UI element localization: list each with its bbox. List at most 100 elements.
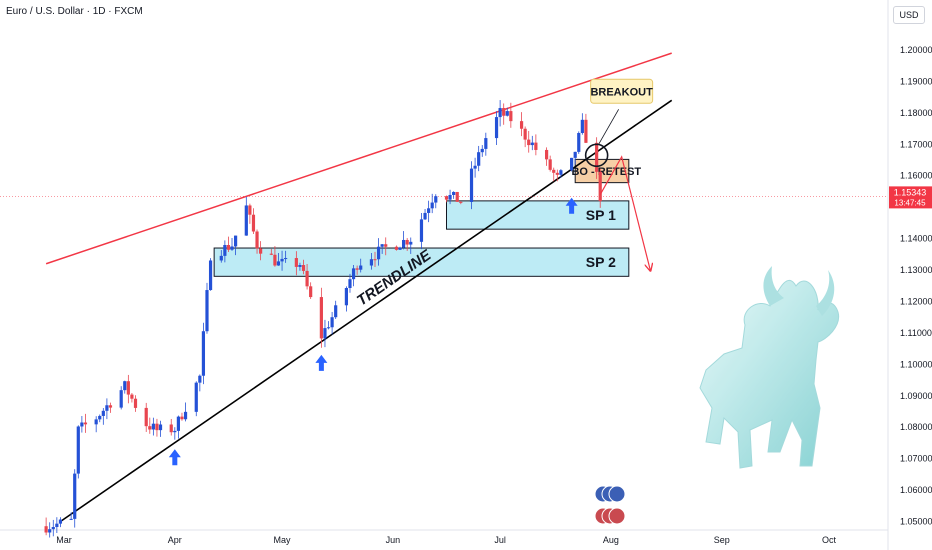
candle-body	[248, 205, 252, 215]
candle-body	[398, 247, 402, 250]
candle-body	[94, 419, 98, 425]
candle-body	[469, 168, 474, 202]
candle-body	[577, 133, 581, 152]
candle-body	[355, 268, 359, 270]
candle-body	[233, 235, 238, 247]
candle-body	[498, 108, 502, 118]
candle-body	[69, 518, 73, 520]
candle-body	[527, 139, 531, 146]
y-tick-label: 1.09000	[900, 391, 932, 401]
x-tick-label: Oct	[822, 535, 837, 545]
candle-body	[280, 258, 284, 262]
channel-resistance-line	[45, 52, 672, 265]
candle-body	[519, 121, 524, 129]
candle-body	[158, 424, 163, 431]
candle-body	[284, 258, 288, 260]
candle-body	[452, 191, 456, 195]
candle-body	[455, 191, 459, 202]
y-tick-label: 1.16000	[900, 171, 932, 181]
breakout-circle	[584, 143, 609, 168]
candle-body	[430, 202, 434, 209]
zone-label: SP 1	[586, 207, 616, 223]
candle-body	[380, 244, 384, 247]
candle-body	[155, 423, 159, 431]
candle-body	[123, 381, 127, 391]
x-tick-label: Jul	[494, 535, 506, 545]
symbol-title: Euro / U.S. Dollar · 1D · FXCM	[6, 6, 143, 17]
last-price-value: 1.15343	[894, 187, 927, 197]
candle-body	[183, 411, 188, 420]
candle-body	[269, 253, 273, 255]
candle-body	[580, 119, 584, 134]
candle-body	[130, 394, 134, 399]
candle-body	[205, 290, 209, 332]
trend-lines: TRENDLINE	[0, 52, 888, 523]
y-tick-label: 1.08000	[900, 422, 932, 432]
candle-body	[477, 152, 481, 166]
candle-body	[351, 268, 356, 280]
candle-body	[502, 108, 506, 116]
candle-body	[423, 212, 427, 220]
candle-body	[55, 523, 59, 528]
candle-body	[584, 119, 588, 143]
candle-body	[373, 259, 377, 261]
y-tick-label: 1.10000	[900, 359, 932, 369]
x-tick-label: Jun	[386, 535, 401, 545]
candle-body	[319, 297, 323, 339]
y-tick-label: 1.13000	[900, 265, 932, 275]
candle-body	[348, 279, 352, 288]
candle-body	[108, 405, 113, 408]
candle-body	[459, 201, 463, 203]
x-tick-label: Aug	[603, 535, 619, 545]
candle-body	[301, 265, 306, 271]
support-zones: BO - RETEST SP 1 SP 2	[213, 158, 641, 277]
candle-body	[259, 248, 263, 254]
up-arrow-icon	[168, 449, 181, 466]
y-tick-label: 1.12000	[900, 296, 932, 306]
candle-body	[80, 422, 84, 427]
candle-body	[133, 398, 138, 408]
candle-body	[326, 327, 331, 329]
candle-body	[323, 328, 327, 339]
candle-body	[384, 244, 388, 247]
currency-button[interactable]: USD	[893, 6, 925, 24]
candle-body	[298, 265, 302, 267]
candle-body	[101, 410, 105, 416]
candle-body	[73, 473, 77, 519]
candle-body	[151, 423, 155, 430]
breakout-label: BREAKOUT	[590, 86, 653, 98]
x-tick-label: Apr	[168, 535, 182, 545]
y-tick-label: 1.19000	[900, 76, 932, 86]
candle-body	[144, 407, 148, 427]
candle-body	[484, 138, 488, 149]
candle-body	[359, 265, 363, 270]
candle-body	[344, 287, 349, 306]
candle-body	[509, 111, 513, 122]
candle-body	[105, 405, 109, 411]
candle-body	[176, 416, 180, 431]
candle-body	[448, 194, 452, 200]
x-tick-label: Sep	[714, 535, 730, 545]
bull-icon	[699, 266, 840, 469]
candle-body	[409, 241, 413, 245]
candle-body	[273, 254, 277, 266]
candle-body	[58, 519, 63, 524]
candle-body	[376, 246, 381, 260]
candle-body	[180, 416, 184, 420]
zone-label: SP 2	[586, 254, 616, 270]
candle-body	[83, 422, 88, 425]
candle-body	[369, 259, 374, 266]
zone-label: BO - RETEST	[571, 166, 641, 178]
candle-body	[48, 529, 52, 533]
y-tick-label: 1.07000	[900, 454, 932, 464]
candle-body	[201, 331, 206, 376]
candle-body	[523, 128, 527, 140]
candle-body	[505, 111, 509, 116]
candle-body	[544, 149, 549, 160]
candle-body	[419, 219, 424, 242]
candle-body	[194, 382, 198, 412]
candle-body	[555, 172, 559, 175]
candle-body	[294, 258, 298, 267]
candle-body	[76, 426, 80, 474]
